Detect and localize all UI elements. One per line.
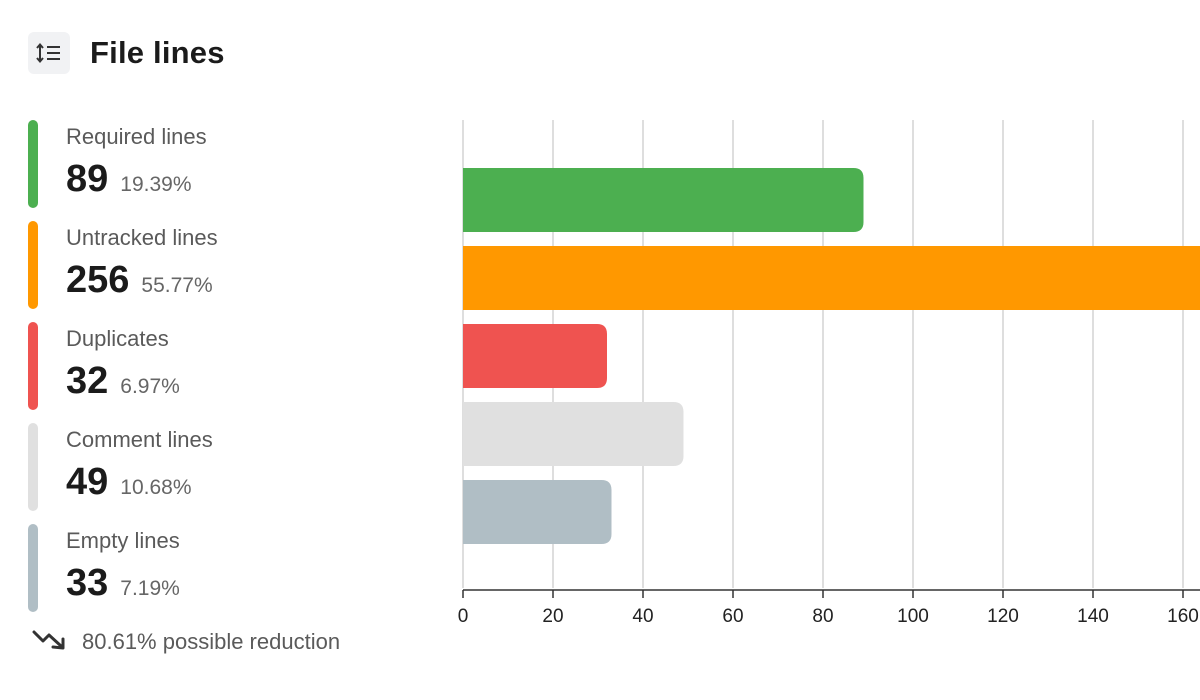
x-tick-label: 20 (542, 606, 563, 627)
legend-color-bar (28, 221, 38, 309)
bar-required-lines (463, 168, 864, 232)
header: File lines (28, 32, 225, 74)
legend-percent: 19.39% (120, 173, 192, 196)
sort-lines-icon (28, 32, 70, 74)
x-tick-label: 80 (812, 606, 833, 627)
legend-label: Required lines (66, 124, 207, 149)
legend-label: Comment lines (66, 427, 213, 452)
legend-color-bar (28, 322, 38, 410)
legend-label: Duplicates (66, 326, 169, 351)
bar-empty-lines (463, 480, 612, 544)
x-tick-label: 160 (1167, 606, 1199, 627)
x-tick-label: 0 (458, 606, 469, 627)
legend-color-bar (28, 120, 38, 208)
legend-count: 33 (66, 562, 109, 604)
legend-color-bar (28, 423, 38, 511)
bar-duplicates (463, 324, 607, 388)
legend-count: 89 (66, 158, 109, 200)
legend-percent: 7.19% (120, 577, 180, 600)
reduction-text: 80.61% possible reduction (82, 628, 341, 654)
page-title: File lines (90, 35, 225, 70)
legend-label: Untracked lines (66, 225, 218, 250)
trending-down-icon (32, 628, 66, 655)
reduction-summary: 80.61% possible reduction (32, 628, 340, 655)
legend-color-bar (28, 524, 38, 612)
legend-percent: 55.77% (141, 274, 213, 297)
x-tick-label: 120 (987, 606, 1019, 627)
legend-count: 49 (66, 461, 109, 503)
legend-percent: 6.97% (120, 375, 180, 398)
x-tick-label: 60 (722, 606, 743, 627)
x-tick-label: 40 (632, 606, 653, 627)
legend-percent: 10.68% (120, 476, 192, 499)
x-tick-label: 100 (897, 606, 929, 627)
legend-count: 32 (66, 360, 109, 402)
bar-comment-lines (463, 402, 684, 466)
legend-label: Empty lines (66, 528, 180, 553)
legend-count: 256 (66, 259, 130, 301)
bar-untracked-lines (463, 246, 1200, 310)
x-tick-label: 140 (1077, 606, 1109, 627)
